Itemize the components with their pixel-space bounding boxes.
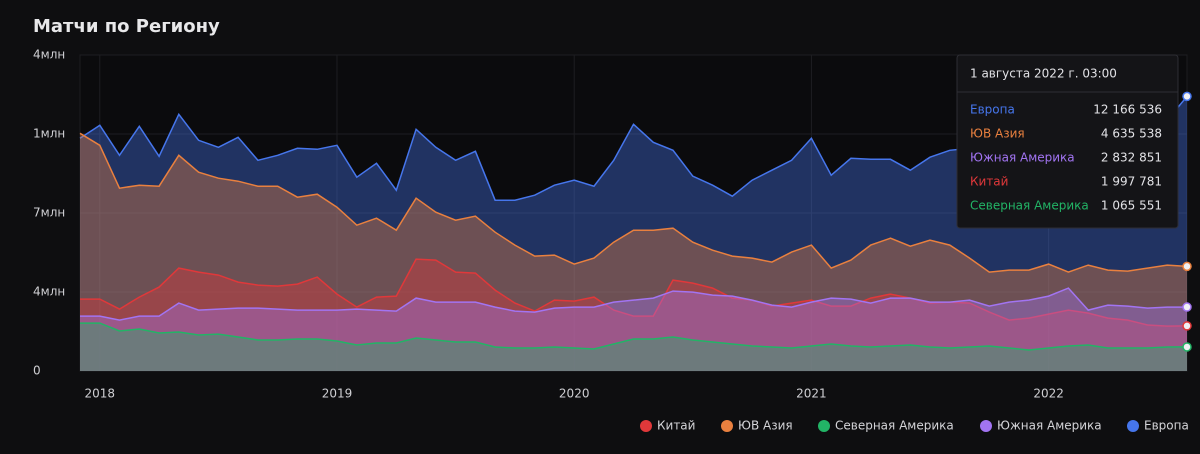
y-tick-label: 4млн	[33, 285, 65, 299]
end-point	[1182, 321, 1192, 331]
tooltip-value: 4 635 538	[1101, 127, 1162, 141]
x-tick-label: 2019	[322, 387, 353, 401]
tooltip-title: 1 августа 2022 г. 03:00	[970, 67, 1117, 81]
legend-label: Северная Америка	[835, 419, 954, 433]
end-point	[1182, 91, 1192, 102]
y-tick-label: 4млн	[33, 48, 65, 62]
x-tick-label: 2021	[796, 387, 827, 401]
area	[80, 323, 1187, 371]
tooltip-name: Китай	[970, 175, 1008, 189]
legend-swatch	[640, 420, 652, 432]
tooltip-name: Южная Америка	[970, 151, 1075, 165]
legend-label: Европа	[1144, 419, 1189, 433]
tooltip-name: Европа	[970, 103, 1015, 117]
end-point	[1182, 302, 1192, 312]
area	[80, 133, 1187, 371]
end-point	[1182, 342, 1192, 352]
tooltip-value: 1 997 781	[1101, 175, 1162, 189]
area	[80, 96, 1187, 372]
line	[80, 322, 1188, 351]
legend-label: ЮВ Азия	[738, 419, 793, 433]
tooltip-box	[956, 54, 1179, 229]
line	[80, 287, 1187, 321]
tooltip-value: 1 065 551	[1101, 199, 1162, 213]
area	[80, 288, 1187, 371]
legend-label: Южная Америка	[997, 419, 1102, 433]
line	[79, 132, 1188, 273]
y-tick-label: 7млн	[33, 206, 65, 220]
x-tick-label: 2022	[1033, 387, 1064, 401]
x-tick-label: 2018	[84, 387, 115, 401]
tooltip-name: Северная Америка	[970, 199, 1089, 213]
tooltip: 1 августа 2022 г. 03:00 Европа 12 166 536 Ю…	[956, 54, 1179, 229]
area	[80, 259, 1187, 371]
line	[80, 258, 1188, 327]
x-tick-label: 2020	[559, 387, 590, 401]
chart-title: Матчи по Региону	[33, 16, 220, 37]
y-tick-label: 1млн	[33, 127, 65, 141]
y-tick-label: 0	[33, 364, 41, 378]
legend-swatch	[1127, 420, 1139, 432]
tooltip-value: 2 832 851	[1101, 151, 1162, 165]
legend-label: Китай	[657, 419, 695, 433]
tooltip-value: 12 166 536	[1093, 103, 1162, 117]
end-point	[1182, 261, 1192, 272]
legend-swatch	[721, 420, 733, 432]
tooltip-name: ЮВ Азия	[970, 127, 1025, 141]
legend-swatch	[980, 420, 992, 432]
legend-swatch	[818, 420, 830, 432]
